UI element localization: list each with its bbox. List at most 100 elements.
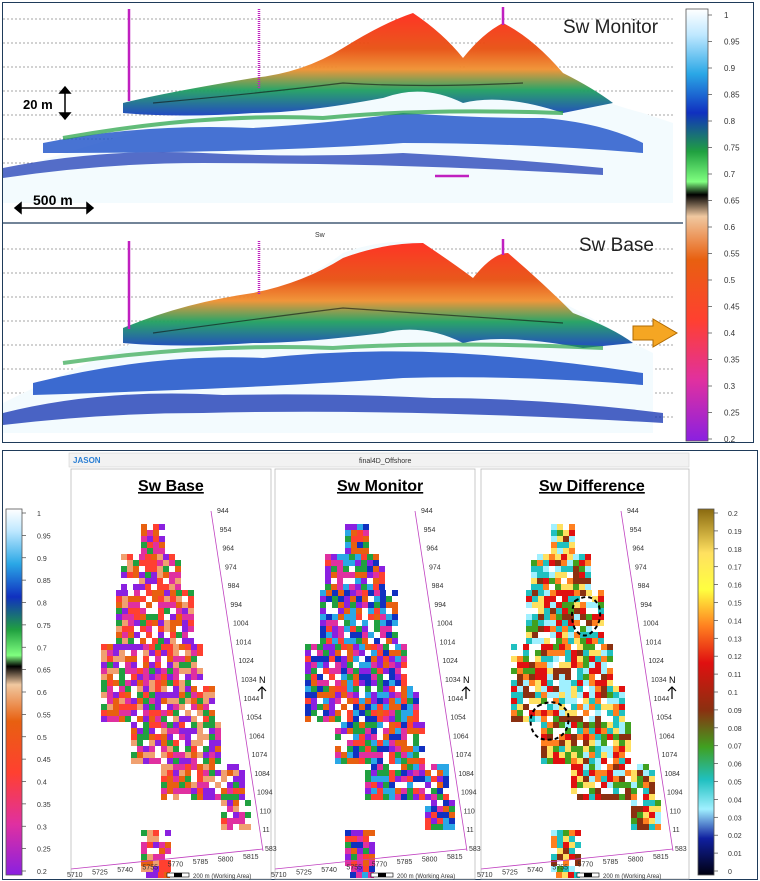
map-cell xyxy=(338,632,344,638)
map-cell xyxy=(437,818,443,824)
map-cell xyxy=(568,590,574,596)
map-cell xyxy=(164,608,170,614)
map-cell xyxy=(153,860,159,866)
map-cell xyxy=(365,680,371,686)
map-cell xyxy=(203,698,209,704)
map-cell xyxy=(535,710,541,716)
map-cell xyxy=(557,836,563,842)
map-cell xyxy=(401,740,407,746)
map-cell xyxy=(601,758,607,764)
map-cell xyxy=(419,728,425,734)
map-cell xyxy=(383,764,389,770)
map-cell xyxy=(131,758,137,764)
map-cell xyxy=(191,698,197,704)
map-cell xyxy=(317,650,323,656)
map-cell xyxy=(538,608,544,614)
map-cell xyxy=(407,698,413,704)
map-cell xyxy=(383,650,389,656)
map-cell xyxy=(392,620,398,626)
map-cell xyxy=(592,620,598,626)
map-cell xyxy=(511,710,517,716)
map-cell xyxy=(517,698,523,704)
map-cell xyxy=(589,764,595,770)
map-cell xyxy=(121,554,127,560)
map-cell xyxy=(547,734,553,740)
map-cell xyxy=(143,644,149,650)
map-cell xyxy=(449,812,455,818)
map-cell xyxy=(164,590,170,596)
map-cell xyxy=(419,758,425,764)
map-cell xyxy=(350,620,356,626)
map-cell xyxy=(185,764,191,770)
map-cell xyxy=(607,746,613,752)
map-cell xyxy=(557,548,563,554)
map-cells-base: 9449549649749849941004101410241034104410… xyxy=(67,508,277,880)
map-cell xyxy=(395,776,401,782)
map-cell xyxy=(443,806,449,812)
map-cell xyxy=(337,566,343,572)
map-cell xyxy=(562,632,568,638)
map-cell xyxy=(407,716,413,722)
map-cell xyxy=(547,728,553,734)
map-cell xyxy=(544,626,550,632)
map-cell xyxy=(543,554,549,560)
map-cell xyxy=(407,722,413,728)
map-cell xyxy=(383,788,389,794)
map-cell xyxy=(401,704,407,710)
map-cell xyxy=(613,770,619,776)
map-cell xyxy=(553,740,559,746)
map-cell xyxy=(116,590,122,596)
map-cell xyxy=(203,722,209,728)
map-cell xyxy=(347,698,353,704)
map-cell xyxy=(538,638,544,644)
map-cell xyxy=(595,752,601,758)
map-cell xyxy=(305,650,311,656)
map-cell xyxy=(383,734,389,740)
map-cell xyxy=(161,698,167,704)
map-cell xyxy=(215,758,221,764)
map-cell xyxy=(559,698,565,704)
map-cell xyxy=(197,698,203,704)
map-cell xyxy=(121,584,127,590)
map-cell xyxy=(305,710,311,716)
map-cell xyxy=(389,686,395,692)
map-cell xyxy=(116,632,122,638)
map-cell xyxy=(389,716,395,722)
map-cell xyxy=(170,638,176,644)
map-cell xyxy=(151,566,157,572)
map-cell xyxy=(619,686,625,692)
map-cell xyxy=(170,590,176,596)
map-cell xyxy=(544,590,550,596)
inline-tick-label: 1074 xyxy=(662,752,678,759)
map-cell xyxy=(601,728,607,734)
map-cell xyxy=(335,746,341,752)
map-cell xyxy=(305,668,311,674)
map-cell xyxy=(165,860,171,866)
map-cell xyxy=(359,662,365,668)
map-cell xyxy=(149,650,155,656)
map-cell xyxy=(203,710,209,716)
map-cell xyxy=(353,692,359,698)
inline-tick-label: 964 xyxy=(426,546,438,553)
map-cell xyxy=(580,638,586,644)
map-cell xyxy=(555,554,561,560)
map-cell xyxy=(543,560,549,566)
map-cell xyxy=(362,620,368,626)
map-cell xyxy=(347,686,353,692)
map-cell xyxy=(107,662,113,668)
xline-tick-label: 5770 xyxy=(372,862,388,869)
map-cell xyxy=(326,614,332,620)
map-cell xyxy=(317,680,323,686)
xline-tick-label: 5785 xyxy=(603,859,619,866)
map-cell xyxy=(133,566,139,572)
map-cell xyxy=(407,788,413,794)
map-cell xyxy=(619,794,625,800)
map-cell xyxy=(517,710,523,716)
map-cell xyxy=(239,770,245,776)
map-cell xyxy=(335,656,341,662)
map-cell xyxy=(173,764,179,770)
map-cell xyxy=(149,734,155,740)
map-cell xyxy=(209,734,215,740)
inline-tick-label: 1084 xyxy=(458,771,474,778)
map-cell xyxy=(547,710,553,716)
